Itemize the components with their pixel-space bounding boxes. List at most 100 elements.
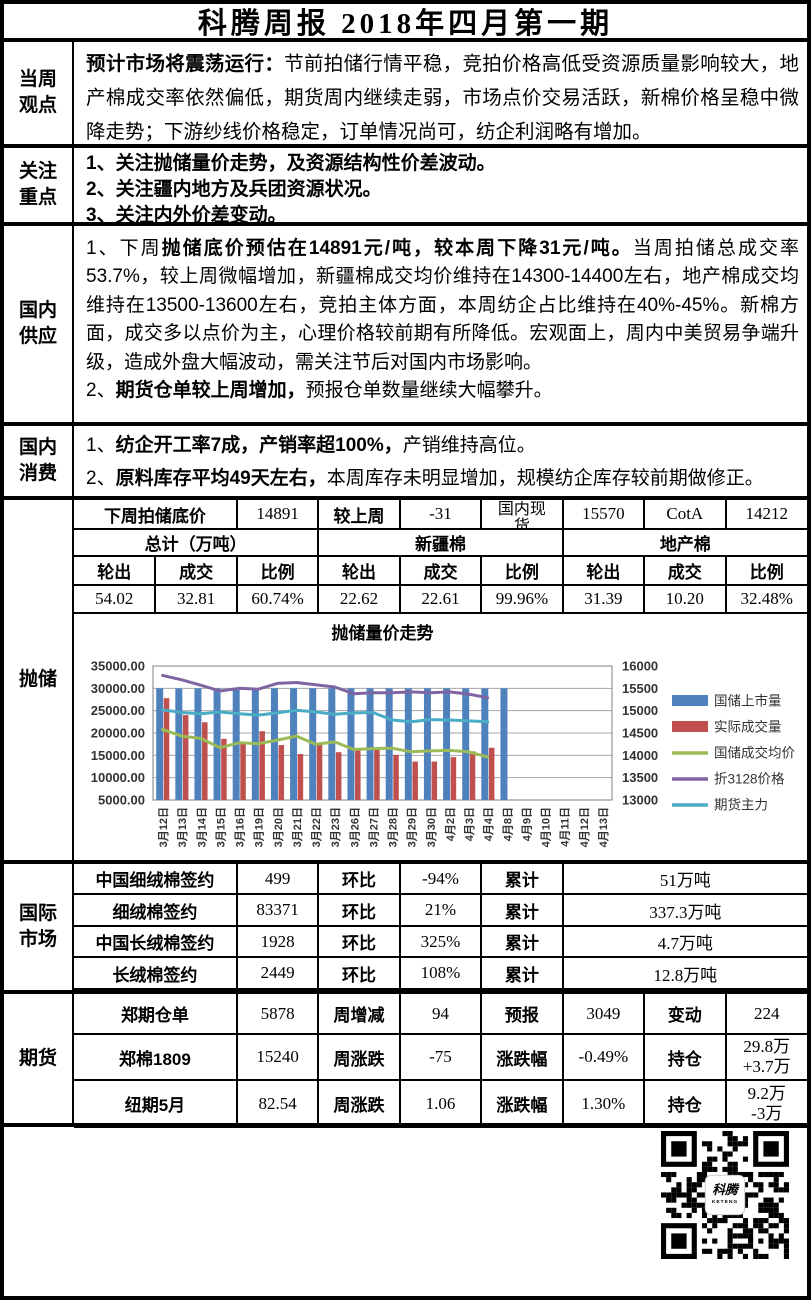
mom-value: 21% bbox=[398, 893, 483, 927]
col-header: 比例 bbox=[235, 555, 320, 586]
section-domestic-consumption: 国内消费 1、纺企开工率7成，产销率超100%，产销维持高位。 2、原料库存平均… bbox=[4, 426, 807, 500]
svg-text:5000.00: 5000.00 bbox=[98, 793, 145, 808]
floor-price-label: 下周拍储底价 bbox=[74, 500, 238, 530]
domestic-spot-label: 国内现货 bbox=[480, 500, 564, 530]
value-cell: 1928 bbox=[235, 924, 320, 959]
col-header: 比例 bbox=[480, 555, 564, 586]
consumption-line-2: 2、原料库存平均49天左右，本周库存未明显增加，规模纺企库存较前期做修正。 bbox=[86, 468, 764, 489]
col-header: 成交 bbox=[154, 555, 238, 586]
domestic-spot-value: 15570 bbox=[561, 500, 646, 530]
mom-label: 环比 bbox=[317, 893, 401, 927]
mom-label: 环比 bbox=[317, 924, 401, 959]
cumulative-value: 4.7万吨 bbox=[561, 924, 807, 959]
svg-text:15500: 15500 bbox=[622, 681, 658, 696]
svg-text:4月8日: 4月8日 bbox=[501, 807, 514, 841]
section-label-consumption: 国内消费 bbox=[4, 426, 74, 496]
svg-text:3月13日: 3月13日 bbox=[176, 807, 189, 847]
pct-change-label: 涨跌幅 bbox=[480, 1033, 564, 1081]
svg-text:国储上市量: 国储上市量 bbox=[714, 693, 782, 709]
value-cell: 2449 bbox=[235, 956, 320, 990]
svg-text:4月4日: 4月4日 bbox=[482, 807, 495, 841]
value-cell: 499 bbox=[235, 864, 320, 896]
focus-list: 1、关注抛储量价走势，及资源结构性价差波动。 2、关注疆内地方及兵团资源状况。 … bbox=[74, 148, 807, 229]
svg-text:4月3日: 4月3日 bbox=[463, 807, 476, 841]
section-focus-points: 关注重点 1、关注抛储量价走势，及资源结构性价差波动。 2、关注疆内地方及兵团资… bbox=[4, 148, 807, 226]
table-row: 细绒棉签约 83371 环比 21% 累计 337.3万吨 bbox=[74, 893, 807, 927]
weekly-change-value: 1.06 bbox=[398, 1079, 483, 1128]
supply-paragraph-2: 2、期货仓单较上周增加，预报仓单数量继续大幅攀升。 bbox=[86, 380, 553, 402]
svg-text:3月19日: 3月19日 bbox=[253, 807, 266, 847]
table-row: 郑棉1809 15240 周涨跌 -75 涨跌幅 -0.49% 持仓 29.8万… bbox=[74, 1033, 807, 1081]
svg-text:4月9日: 4月9日 bbox=[520, 807, 533, 841]
value-cell: 54.02 bbox=[74, 584, 157, 614]
section-label-focus: 关注重点 bbox=[4, 148, 74, 222]
svg-text:15000: 15000 bbox=[622, 703, 658, 718]
wow-label: 较上周 bbox=[317, 500, 401, 530]
supply-paragraph-1: 1、下周抛储底价预估在14891元/吨，较本周下降31元/吨。当周拍储总成交率5… bbox=[86, 238, 799, 373]
section-label-supply: 国内供应 bbox=[4, 226, 74, 422]
table-row: 长绒棉签约 2449 环比 108% 累计 12.8万吨 bbox=[74, 956, 807, 990]
svg-text:3月30日: 3月30日 bbox=[425, 807, 438, 847]
open-interest-value: 29.8万 +3.7万 bbox=[724, 1033, 807, 1081]
section-international-market: 国际市场 中国细绒棉签约 499 环比 -94% 累计 51万吨 细绒棉签约 8… bbox=[4, 864, 807, 994]
cumulative-label: 累计 bbox=[480, 893, 564, 927]
table-row: 中国长绒棉签约 1928 环比 325% 累计 4.7万吨 bbox=[74, 924, 807, 959]
table-row: 54.02 32.81 60.74% 22.62 22.61 99.96% 31… bbox=[74, 584, 807, 614]
open-interest-label: 持仓 bbox=[643, 1033, 727, 1081]
section-domestic-supply: 国内供应 1、下周抛储底价预估在14891元/吨，较本周下降31元/吨。当周拍储… bbox=[4, 226, 807, 426]
weekly-change-value: 94 bbox=[398, 994, 483, 1035]
svg-text:10000.00: 10000.00 bbox=[91, 770, 145, 785]
col-header: 成交 bbox=[398, 555, 483, 586]
svg-text:3月21日: 3月21日 bbox=[291, 807, 304, 847]
svg-text:期货主力: 期货主力 bbox=[714, 797, 768, 813]
mom-value: 108% bbox=[398, 956, 483, 990]
svg-text:科腾: 科腾 bbox=[712, 1182, 740, 1197]
row-label: 郑棉1809 bbox=[74, 1033, 238, 1081]
variation-value: 224 bbox=[724, 994, 807, 1035]
value-cell: 22.62 bbox=[317, 584, 401, 614]
forecast-label: 预报 bbox=[480, 994, 564, 1035]
section-reserve-sales: 抛储 下周拍储底价 14891 较上周 -31 国内现货 15570 CotA … bbox=[4, 500, 807, 864]
international-market-table: 中国细绒棉签约 499 环比 -94% 累计 51万吨 细绒棉签约 83371 … bbox=[74, 864, 807, 990]
pct-change-value: 1.30% bbox=[561, 1079, 646, 1128]
value-cell: 83371 bbox=[235, 893, 320, 927]
focus-item: 2、关注疆内地方及兵团资源状况。 bbox=[86, 179, 382, 200]
value-cell: 31.39 bbox=[561, 584, 646, 614]
row-label: 郑期仓单 bbox=[74, 994, 238, 1035]
svg-text:4月10日: 4月10日 bbox=[540, 807, 553, 847]
svg-text:13500: 13500 bbox=[622, 770, 658, 785]
table-row: 中国细绒棉签约 499 环比 -94% 累计 51万吨 bbox=[74, 864, 807, 896]
weekly-change-label: 周涨跌 bbox=[317, 1033, 401, 1081]
col-header: 成交 bbox=[643, 555, 727, 586]
svg-text:35000.00: 35000.00 bbox=[91, 659, 145, 674]
value-cell: 82.54 bbox=[235, 1079, 320, 1128]
value-cell: 32.48% bbox=[724, 584, 807, 614]
row-label: 细绒棉签约 bbox=[74, 893, 238, 927]
section-weekly-viewpoint: 当周观点 预计市场将震荡运行：节前拍储行情平稳，竞拍价格高低受资源质量影响较大，… bbox=[4, 42, 807, 148]
value-cell: 32.81 bbox=[154, 584, 238, 614]
col-header: 比例 bbox=[724, 555, 807, 586]
row-label: 纽期5月 bbox=[74, 1079, 238, 1128]
table-row: 纽期5月 82.54 周涨跌 1.06 涨跌幅 1.30% 持仓 9.2万 -3… bbox=[74, 1079, 807, 1128]
row-label: 长绒棉签约 bbox=[74, 956, 238, 990]
svg-text:30000.00: 30000.00 bbox=[91, 681, 145, 696]
value-cell: 10.20 bbox=[643, 584, 727, 614]
svg-text:3月16日: 3月16日 bbox=[234, 807, 247, 847]
svg-text:国储成交均价: 国储成交均价 bbox=[714, 745, 795, 761]
mom-value: 325% bbox=[398, 924, 483, 959]
svg-text:3月28日: 3月28日 bbox=[387, 807, 400, 847]
mom-label: 环比 bbox=[317, 956, 401, 990]
svg-text:14000: 14000 bbox=[622, 748, 658, 763]
table-row: 郑期仓单 5878 周增减 94 预报 3049 变动 224 bbox=[74, 994, 807, 1035]
futures-table: 郑期仓单 5878 周增减 94 预报 3049 变动 224 郑棉1809 1… bbox=[74, 994, 807, 1128]
svg-text:3月27日: 3月27日 bbox=[367, 807, 380, 847]
svg-text:3月20日: 3月20日 bbox=[272, 807, 285, 847]
svg-text:3月29日: 3月29日 bbox=[406, 807, 419, 847]
forecast-value: 3049 bbox=[561, 994, 646, 1035]
svg-text:4月2日: 4月2日 bbox=[444, 807, 457, 841]
svg-text:抛储量价走势: 抛储量价走势 bbox=[332, 623, 434, 643]
cota-value: 14212 bbox=[724, 500, 807, 530]
wow-value: -31 bbox=[398, 500, 483, 530]
cumulative-label: 累计 bbox=[480, 864, 564, 896]
